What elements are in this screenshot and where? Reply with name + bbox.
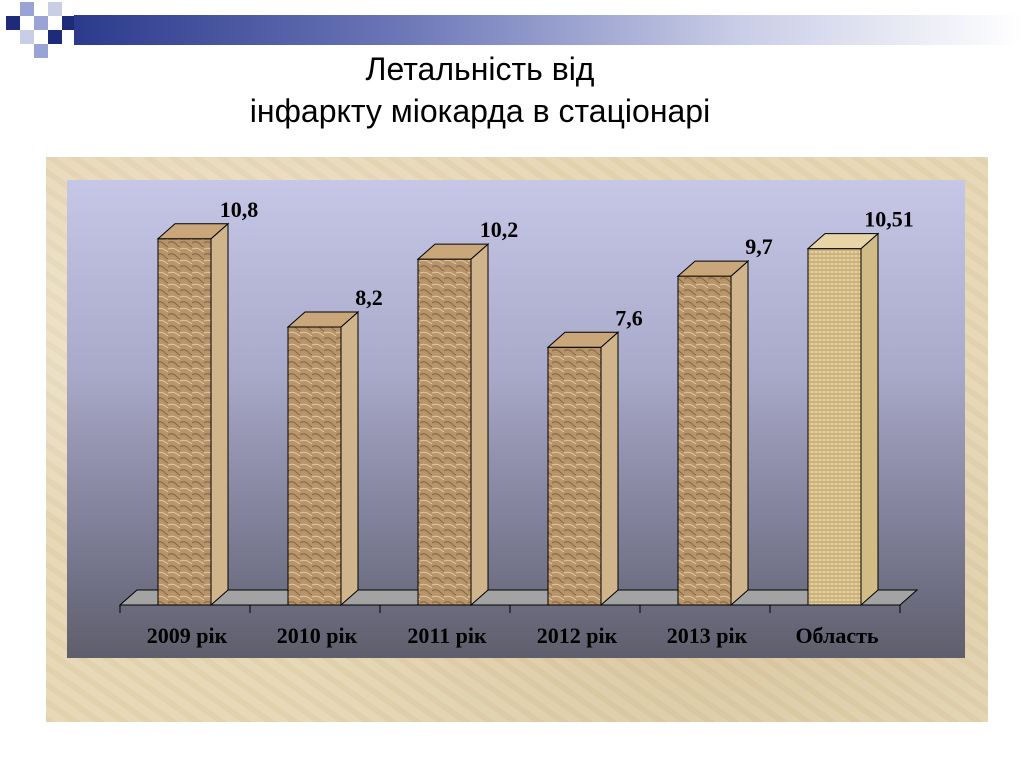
square-icon [48,30,62,44]
bar [676,259,750,607]
bar-side [210,222,229,607]
square-icon [20,30,34,44]
title-gradient-bar [74,15,1024,45]
data-label: 9,7 [745,234,773,259]
bar-side [860,232,879,607]
square-icon [62,16,76,30]
square-icon [20,2,34,16]
bar-front [807,248,862,606]
square-icon [48,2,62,16]
data-label: 7,6 [615,305,643,330]
bar-front [677,275,732,606]
data-label: 10,8 [220,197,259,222]
x-tick-label: Область [795,623,878,648]
bar-side [340,310,359,607]
bar-top [286,311,360,328]
bar [546,331,620,607]
x-tick-label: 2012 рік [537,623,618,648]
x-tick-label: 2011 рік [407,623,487,648]
data-label: 10,51 [864,207,914,232]
bar-top [546,331,620,348]
bar-side [600,331,619,607]
bar-top [416,243,490,260]
bar [286,310,360,607]
bar-front [547,346,602,606]
x-tick-label: 2009 рік [147,623,228,648]
bar-top [806,233,880,250]
decorative-squares [0,0,90,70]
bar-region [806,232,880,607]
bar-top [676,260,750,277]
bar-front [287,326,342,606]
bar-side [470,243,489,607]
data-label: 8,2 [355,285,383,310]
bar-front [417,258,472,606]
data-label: 10,2 [480,217,519,242]
bar-side [730,259,749,607]
x-tick-label: 2010 рік [277,623,358,648]
chart-floor [118,589,919,606]
bar [156,222,230,607]
bar-top [156,223,230,240]
square-icon [6,16,20,30]
bar [416,243,490,607]
bar-front [157,238,212,606]
x-tick-label: 2013 рік [667,623,748,648]
slide-title-line-2: інфаркту міокарда в стаціонарі [249,93,711,129]
slide-title: Летальність від інфаркту міокарда в стац… [0,48,960,132]
square-icon [34,44,48,58]
slide-title-line-1: Летальність від [365,51,595,87]
square-icon [34,16,48,30]
